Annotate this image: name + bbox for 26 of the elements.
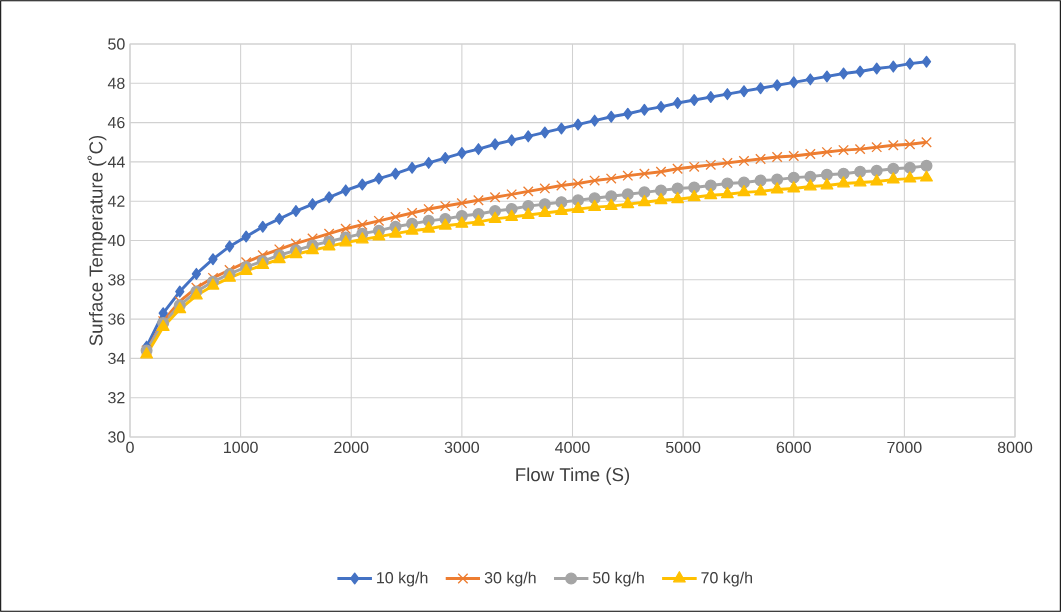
legend-label: 10 kg/h xyxy=(377,571,428,587)
legend-label: 70 kg/h xyxy=(701,571,753,587)
legend-label: 30 kg/h xyxy=(484,571,536,587)
y-tick-label: 38 xyxy=(108,274,125,286)
legend-label: 50 kg/h xyxy=(593,571,644,587)
y-tick-label: 46 xyxy=(107,116,125,129)
x-tick-label: 1000 xyxy=(224,441,258,454)
y-tick-label: 32 xyxy=(108,392,125,404)
y-tick-label: 42 xyxy=(107,195,125,207)
x-tick-label: 4000 xyxy=(555,441,590,454)
y-tick-label: 30 xyxy=(108,431,125,443)
y-tick-label: 44 xyxy=(107,156,125,168)
x-tick-label: 7000 xyxy=(887,441,922,454)
y-axis-title: Surface Temperature (˚C) xyxy=(87,135,107,346)
y-tick-label: 36 xyxy=(108,313,125,325)
x-tick-label: 2000 xyxy=(334,441,369,454)
x-tick-label: 0 xyxy=(126,441,134,454)
y-tick-label: 48 xyxy=(107,77,125,89)
y-tick-label: 40 xyxy=(107,234,125,247)
x-tick-label: 3000 xyxy=(444,441,480,454)
y-tick-label: 34 xyxy=(108,352,125,365)
x-tick-label: 5000 xyxy=(665,441,701,454)
x-axis-title: Flow Time (S) xyxy=(516,467,630,485)
x-tick-label: 6000 xyxy=(776,441,811,454)
y-tick-label: 50 xyxy=(108,38,125,50)
x-tick-label: 8000 xyxy=(997,441,1033,454)
